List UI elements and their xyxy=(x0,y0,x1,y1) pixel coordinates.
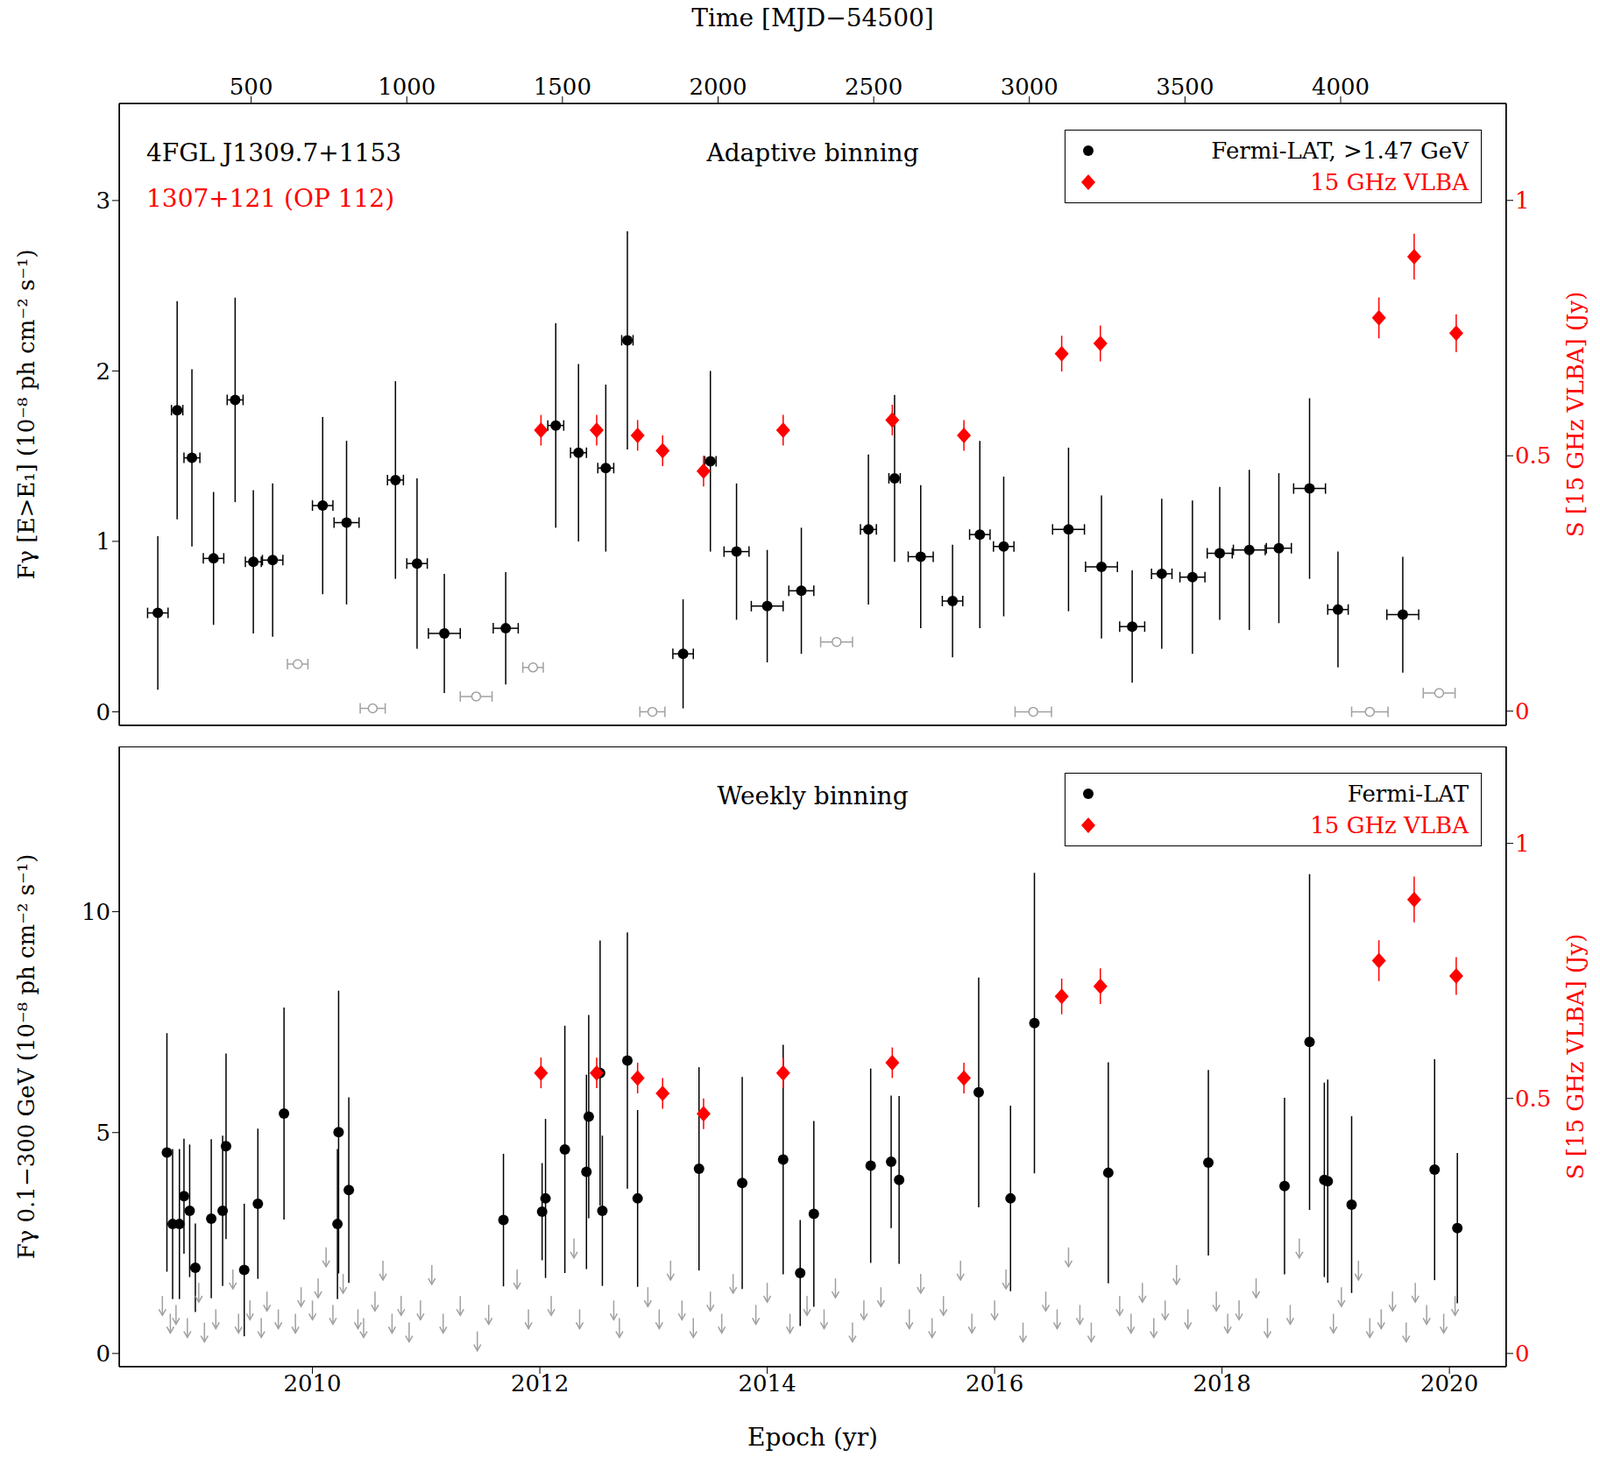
svg-text:0: 0 xyxy=(1515,698,1530,725)
svg-text:0: 0 xyxy=(95,699,111,726)
html-text:Adaptive binning: Adaptive binning xyxy=(706,138,919,168)
html-text:1307+121 (OP 112): 1307+121 (OP 112) xyxy=(146,184,395,213)
svg-text:500: 500 xyxy=(229,73,274,100)
svg-text:1500: 1500 xyxy=(533,73,592,100)
svg-text:3500: 3500 xyxy=(1155,73,1214,100)
html-text:Fγ [E>E₁] (10⁻⁸ ph cm⁻² s⁻¹): Fγ [E>E₁] (10⁻⁸ ph cm⁻² s⁻¹) xyxy=(13,249,40,580)
html-text:S [15 GHz VLBA] (Jy): S [15 GHz VLBA] (Jy) xyxy=(1562,291,1589,538)
svg-text:1: 1 xyxy=(1515,187,1530,214)
svg-text:2000: 2000 xyxy=(688,73,747,100)
html-text:Time [MJD−54500]: Time [MJD−54500] xyxy=(691,3,934,32)
svg-text:10: 10 xyxy=(81,899,111,926)
html-text:4FGL J1309.7+1153: 4FGL J1309.7+1153 xyxy=(146,138,402,168)
svg-text:2012: 2012 xyxy=(510,1370,569,1397)
svg-text:3: 3 xyxy=(95,187,111,214)
html-text:Fermi-LAT, >1.47 GeV: Fermi-LAT, >1.47 GeV xyxy=(1211,137,1469,164)
html-text:Fermi-LAT: Fermi-LAT xyxy=(1347,780,1469,808)
svg-text:2: 2 xyxy=(95,358,111,385)
html-text:S [15 GHz VLBA] (Jy): S [15 GHz VLBA] (Jy) xyxy=(1562,933,1589,1180)
svg-text:3000: 3000 xyxy=(1000,73,1059,100)
svg-text:0.5: 0.5 xyxy=(1515,1085,1551,1112)
svg-text:1: 1 xyxy=(1515,830,1530,857)
html-text:Fγ 0.1−300 GeV (10⁻⁸ ph cm⁻² s: Fγ 0.1−300 GeV (10⁻⁸ ph cm⁻² s⁻¹) xyxy=(13,854,40,1260)
svg-text:1: 1 xyxy=(95,528,111,555)
html-text:15 GHz VLBA: 15 GHz VLBA xyxy=(1310,169,1469,196)
html-text:15 GHz VLBA: 15 GHz VLBA xyxy=(1310,812,1469,839)
svg-text:2014: 2014 xyxy=(738,1370,797,1397)
svg-text:2010: 2010 xyxy=(283,1370,341,1397)
svg-text:4000: 4000 xyxy=(1311,73,1370,100)
svg-text:1000: 1000 xyxy=(377,73,436,100)
svg-text:5: 5 xyxy=(95,1119,111,1147)
svg-text:0: 0 xyxy=(1515,1340,1530,1367)
html-text:Epoch (yr): Epoch (yr) xyxy=(747,1422,878,1452)
svg-text:2016: 2016 xyxy=(965,1370,1024,1397)
svg-text:2018: 2018 xyxy=(1193,1370,1252,1397)
svg-text:0.5: 0.5 xyxy=(1515,442,1551,469)
html-text:Weekly binning: Weekly binning xyxy=(717,781,909,811)
svg-text:0: 0 xyxy=(95,1340,111,1367)
svg-text:2020: 2020 xyxy=(1420,1370,1479,1397)
svg-text:2500: 2500 xyxy=(844,73,903,100)
